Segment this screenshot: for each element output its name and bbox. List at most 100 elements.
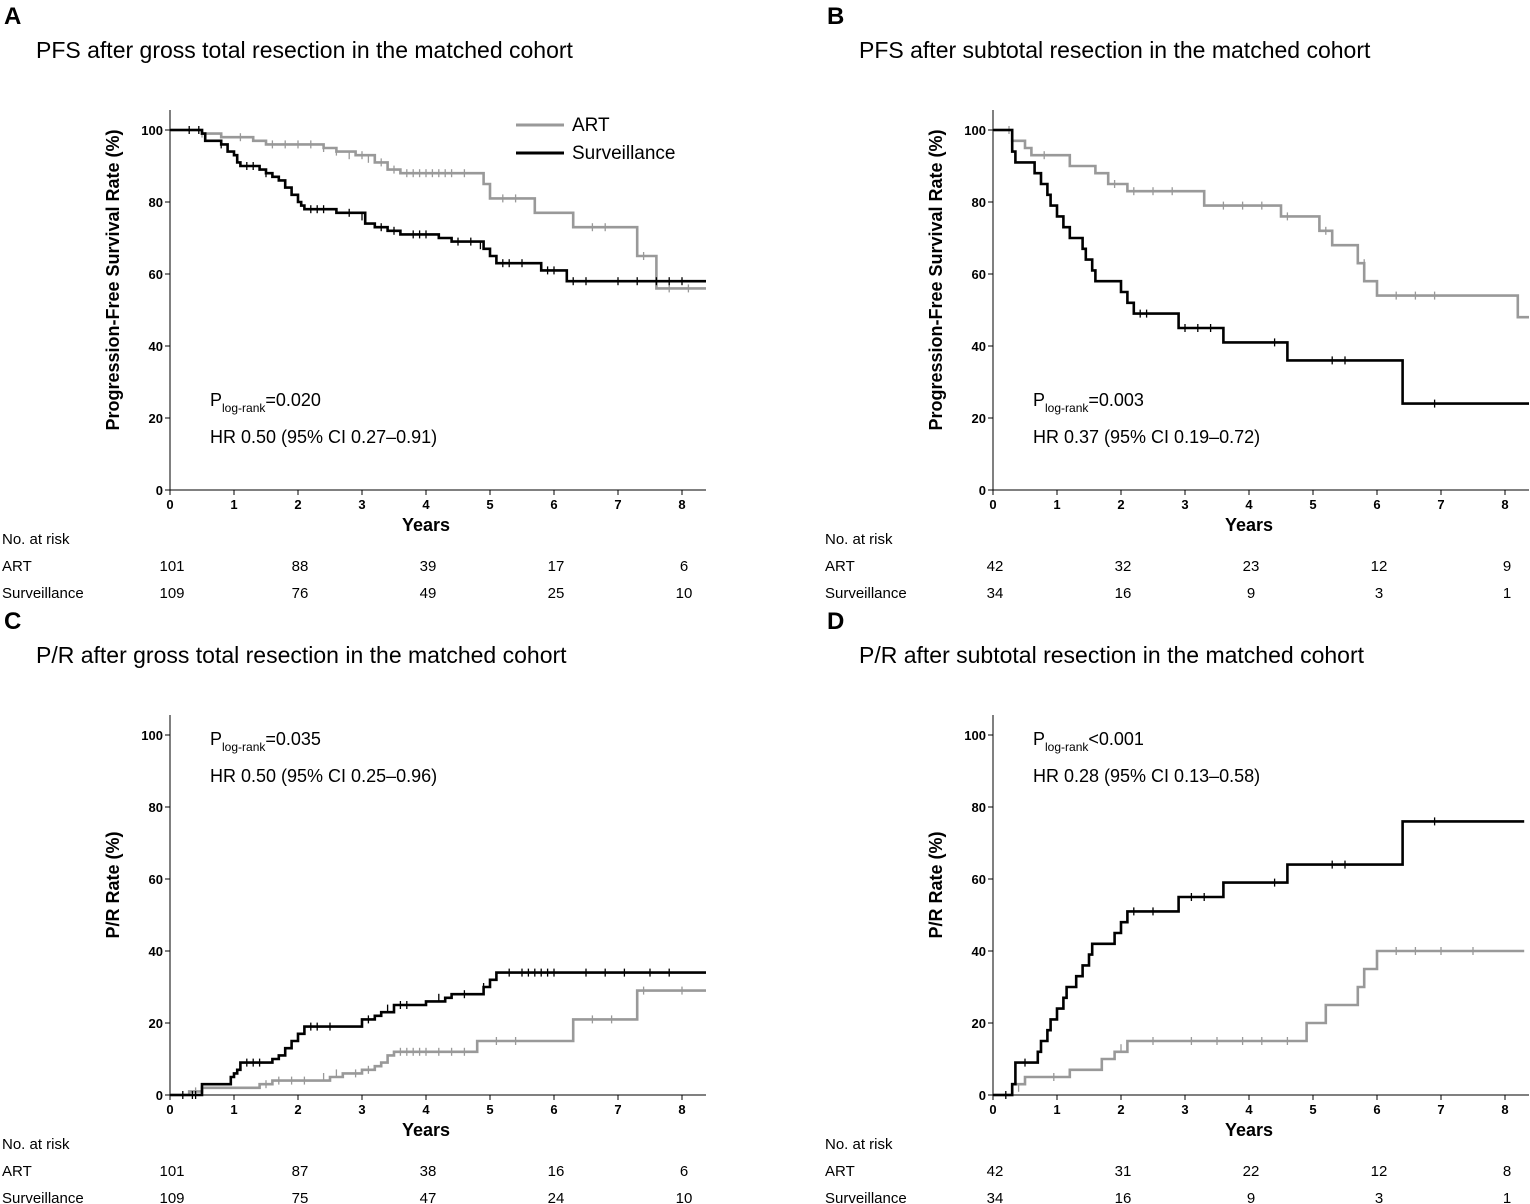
risk-table-header: No. at risk bbox=[825, 1136, 893, 1153]
y-tick-label: 100 bbox=[141, 728, 163, 743]
x-axis-label: Years bbox=[1225, 515, 1273, 535]
risk-cell-art: 12 bbox=[1371, 558, 1388, 575]
p-label: P bbox=[210, 729, 222, 749]
y-tick-label: 20 bbox=[972, 1016, 986, 1031]
x-tick-label: 1 bbox=[230, 1102, 237, 1117]
p-value: =0.003 bbox=[1088, 390, 1144, 410]
risk-table-header: No. at risk bbox=[2, 531, 70, 548]
risk-cell-surveillance: 16 bbox=[1115, 585, 1132, 602]
x-tick-label: 0 bbox=[989, 1102, 996, 1117]
risk-row-label-surveillance: Surveillance bbox=[2, 585, 84, 602]
risk-table-header: No. at risk bbox=[825, 531, 893, 548]
risk-cell-surveillance: 34 bbox=[987, 585, 1004, 602]
series-line-art bbox=[993, 128, 1529, 319]
y-tick-label: 0 bbox=[156, 1088, 163, 1103]
x-tick-label: 0 bbox=[166, 1102, 173, 1117]
hazard-ratio-text: HR 0.37 (95% CI 0.19–0.72) bbox=[1033, 427, 1260, 447]
risk-cell-surveillance: 75 bbox=[292, 1190, 309, 1204]
hazard-ratio-text: HR 0.28 (95% CI 0.13–0.58) bbox=[1033, 766, 1260, 786]
x-tick-label: 8 bbox=[1501, 1102, 1508, 1117]
x-axis-label: Years bbox=[1225, 1120, 1273, 1140]
x-tick-label: 4 bbox=[1245, 1102, 1253, 1117]
risk-cell-art: 39 bbox=[420, 558, 437, 575]
y-tick-label: 80 bbox=[972, 195, 986, 210]
x-tick-label: 2 bbox=[1117, 1102, 1124, 1117]
x-tick-label: 2 bbox=[294, 1102, 301, 1117]
risk-row-label-surveillance: Surveillance bbox=[825, 585, 907, 602]
panel-letter-A: A bbox=[4, 3, 21, 30]
panel-B: B PFS after subtotal resection in the mat… bbox=[825, 3, 1529, 602]
y-axis-label: P/R Rate (%) bbox=[926, 831, 946, 938]
y-tick-label: 20 bbox=[972, 411, 986, 426]
risk-cell-surveillance: 109 bbox=[159, 585, 184, 602]
x-tick-label: 6 bbox=[1373, 497, 1380, 512]
risk-cell-art: 16 bbox=[548, 1163, 565, 1180]
risk-cell-art: 9 bbox=[1503, 558, 1511, 575]
risk-cell-surveillance: 76 bbox=[292, 585, 309, 602]
p-value-text: Plog-rank<0.001 bbox=[1033, 729, 1144, 754]
x-tick-label: 8 bbox=[678, 497, 685, 512]
p-subscript: log-rank bbox=[222, 401, 266, 415]
risk-cell-art: 6 bbox=[680, 558, 688, 575]
risk-cell-surveillance: 9 bbox=[1247, 1190, 1255, 1204]
panel-A: A PFS after gross total resection in the … bbox=[2, 3, 706, 602]
x-tick-label: 5 bbox=[1309, 1102, 1316, 1117]
y-axis-label: P/R Rate (%) bbox=[103, 831, 123, 938]
risk-cell-surveillance: 1 bbox=[1503, 1190, 1511, 1204]
series-line-surveillance bbox=[993, 820, 1525, 1097]
x-tick-label: 3 bbox=[358, 497, 365, 512]
p-value: <0.001 bbox=[1088, 729, 1144, 749]
risk-cell-surveillance: 3 bbox=[1375, 1190, 1383, 1204]
risk-cell-art: 8 bbox=[1503, 1163, 1511, 1180]
panel-title-A: PFS after gross total resection in the m… bbox=[36, 37, 574, 63]
x-axis-label: Years bbox=[402, 1120, 450, 1140]
risk-cell-surveillance: 3 bbox=[1375, 585, 1383, 602]
risk-cell-surveillance: 16 bbox=[1115, 1190, 1132, 1204]
risk-row-label-art: ART bbox=[2, 558, 32, 575]
x-tick-label: 5 bbox=[486, 497, 493, 512]
p-value: =0.035 bbox=[265, 729, 321, 749]
x-tick-label: 8 bbox=[1501, 497, 1508, 512]
y-tick-label: 20 bbox=[149, 411, 163, 426]
x-tick-label: 6 bbox=[550, 1102, 557, 1117]
p-subscript: log-rank bbox=[1045, 740, 1089, 754]
x-axis-label: Years bbox=[402, 515, 450, 535]
risk-cell-surveillance: 1 bbox=[1503, 585, 1511, 602]
y-tick-label: 40 bbox=[149, 944, 163, 959]
panel-letter-D: D bbox=[827, 608, 844, 635]
y-tick-label: 20 bbox=[149, 1016, 163, 1031]
y-tick-label: 0 bbox=[156, 483, 163, 498]
x-tick-label: 3 bbox=[1181, 497, 1188, 512]
y-tick-label: 40 bbox=[972, 944, 986, 959]
risk-cell-surveillance: 10 bbox=[676, 1190, 693, 1204]
p-value-text: Plog-rank=0.035 bbox=[210, 729, 321, 754]
panel-title-B: PFS after subtotal resection in the matc… bbox=[859, 37, 1371, 63]
x-tick-label: 5 bbox=[486, 1102, 493, 1117]
x-tick-label: 8 bbox=[678, 1102, 685, 1117]
p-value: =0.020 bbox=[265, 390, 321, 410]
panel-C: C P/R after gross total resection in the … bbox=[2, 608, 706, 1204]
y-tick-label: 100 bbox=[141, 123, 163, 138]
risk-row-label-art: ART bbox=[825, 558, 855, 575]
series-line-surveillance bbox=[170, 971, 706, 1097]
series-line-surveillance bbox=[993, 128, 1529, 405]
y-tick-label: 80 bbox=[149, 800, 163, 815]
x-tick-label: 3 bbox=[358, 1102, 365, 1117]
hazard-ratio-text: HR 0.50 (95% CI 0.27–0.91) bbox=[210, 427, 437, 447]
x-tick-label: 2 bbox=[294, 497, 301, 512]
x-tick-label: 6 bbox=[1373, 1102, 1380, 1117]
y-tick-label: 60 bbox=[149, 872, 163, 887]
risk-cell-surveillance: 109 bbox=[159, 1190, 184, 1204]
x-tick-label: 4 bbox=[1245, 497, 1253, 512]
x-tick-label: 7 bbox=[1437, 1102, 1444, 1117]
x-tick-label: 1 bbox=[1053, 497, 1060, 512]
y-tick-label: 100 bbox=[964, 123, 986, 138]
x-tick-label: 7 bbox=[1437, 497, 1444, 512]
legend-label-art: ART bbox=[572, 115, 610, 136]
risk-cell-art: 12 bbox=[1371, 1163, 1388, 1180]
x-tick-label: 2 bbox=[1117, 497, 1124, 512]
panel-D: D P/R after subtotal resection in the mat… bbox=[825, 608, 1529, 1204]
x-tick-label: 5 bbox=[1309, 497, 1316, 512]
risk-cell-surveillance: 24 bbox=[548, 1190, 565, 1204]
